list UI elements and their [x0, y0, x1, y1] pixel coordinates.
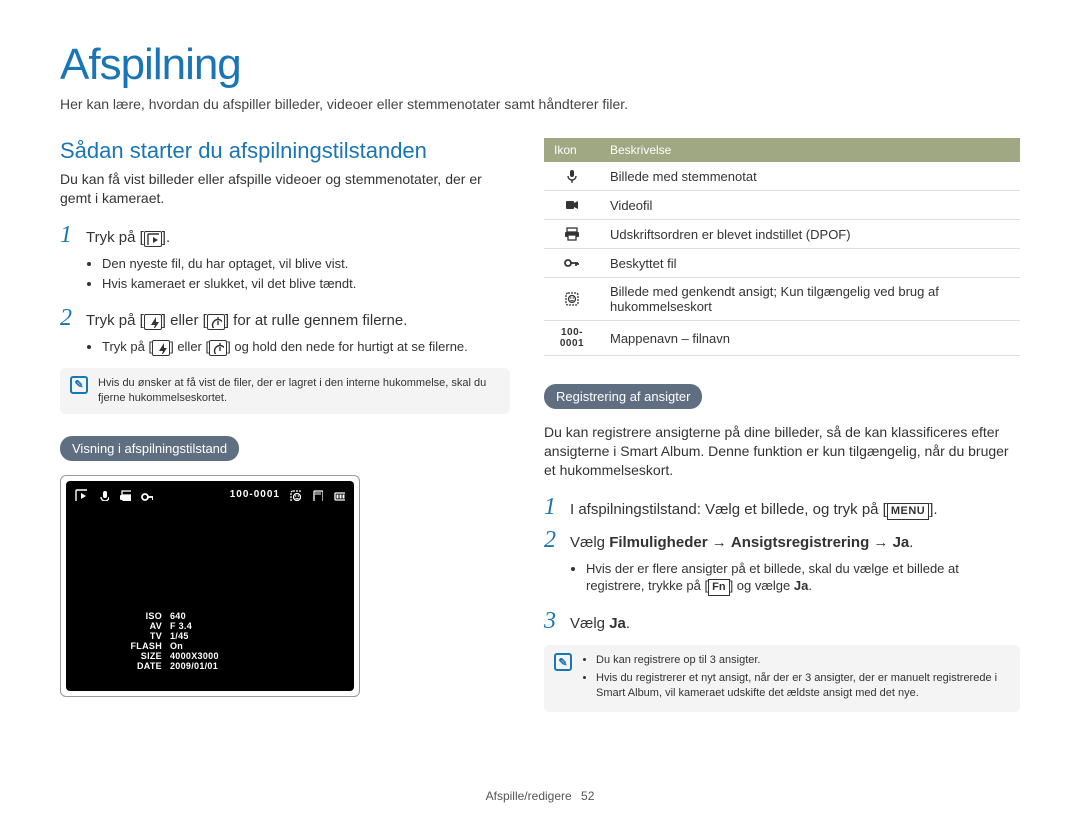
note-item: Du kan registrere op til 3 ansigter.: [596, 653, 1010, 668]
play-mode-icon: [74, 489, 88, 501]
step-text: Tryk på [].: [86, 223, 510, 248]
video-icon: [544, 191, 600, 220]
desc: Mappenavn – filnavn: [600, 321, 1020, 356]
footer-section: Afspille/redigere: [486, 789, 572, 803]
camera-lcd: 100-0001 ISO640 AVF 3.4 TV1/45 FLASHOn S…: [60, 475, 360, 697]
exif-table: ISO640 AVF 3.4 TV1/45 FLASHOn SIZE4000X3…: [126, 611, 219, 671]
section-desc: Du kan registrere ansigterne på dine bil…: [544, 423, 1020, 480]
print-icon: [544, 220, 600, 249]
play-button-icon: [144, 231, 162, 247]
col-header-desc: Beskrivelse: [600, 138, 1020, 162]
step-text: Tryk på [] eller [] for at rulle gennem …: [86, 306, 510, 331]
step-1: 1 Tryk på [].: [60, 222, 510, 249]
step-2-bullets: Tryk på [] eller [] og hold den nede for…: [88, 338, 510, 356]
step-number: 2: [60, 305, 76, 332]
menu-button-label: MENU: [887, 503, 929, 520]
note-text: Hvis du ønsker at få vist de filer, der …: [98, 376, 500, 406]
battery-icon: [332, 489, 346, 501]
table-row: Udskriftsordren er blevet indstillet (DP…: [544, 220, 1020, 249]
face-icon: [544, 278, 600, 321]
timer-button-icon: [209, 340, 227, 356]
step-2: 2 Tryk på [] eller [] for at rulle genne…: [60, 305, 510, 332]
right-step-2: 2 Vælg Filmuligheder → Ansigtsregistreri…: [544, 527, 1020, 554]
page-footer: Afspille/redigere 52: [0, 789, 1080, 803]
right-step-2-bullets: Hvis der er flere ansigter på et billede…: [572, 560, 1020, 596]
desc: Billede med stemmenotat: [600, 162, 1020, 191]
table-row: Billede med stemmenotat: [544, 162, 1020, 191]
step-number: 1: [544, 494, 560, 521]
right-step-1: 1 I afspilningstilstand: Vælg et billede…: [544, 494, 1020, 521]
step-text: Vælg Ja.: [570, 609, 1020, 634]
card-icon: [310, 489, 324, 501]
mic-icon: [544, 162, 600, 191]
note-text: Du kan registrere op til 3 ansigter. Hvi…: [582, 653, 1010, 704]
note-box: ✎ Du kan registrere op til 3 ansigter. H…: [544, 645, 1020, 712]
flash-button-icon: [152, 340, 170, 356]
section-desc: Du kan få vist billeder eller afspille v…: [60, 170, 510, 208]
section-pill: Registrering af ansigter: [544, 384, 702, 409]
key-icon: [140, 489, 154, 501]
mic-icon: [96, 489, 110, 501]
desc: Videofil: [600, 191, 1020, 220]
step-number: 1: [60, 222, 76, 249]
desc: Beskyttet fil: [600, 249, 1020, 278]
fn-button-label: Fn: [708, 579, 729, 596]
step-text: Vælg Filmuligheder → Ansigtsregistrering…: [570, 528, 1020, 553]
note-box: ✎ Hvis du ønsker at få vist de filer, de…: [60, 368, 510, 414]
icon-table: Ikon Beskrivelse Billede med stemmenotat…: [544, 138, 1020, 356]
bullet: Hvis der er flere ansigter på et billede…: [586, 560, 1020, 596]
step-number: 2: [544, 527, 560, 554]
step-1-bullets: Den nyeste fil, du har optaget, vil bliv…: [88, 255, 510, 293]
note-item: Hvis du registrerer et nyt ansigt, når d…: [596, 671, 1010, 701]
step-text: I afspilningstilstand: Vælg et billede, …: [570, 495, 1020, 520]
note-icon: ✎: [554, 653, 572, 671]
key-icon: [544, 249, 600, 278]
face-icon: [288, 489, 302, 501]
page-title: Afspilning: [60, 40, 1020, 90]
footer-page-number: 52: [581, 789, 594, 803]
folder-label: 100-0001: [230, 489, 280, 500]
table-row: Billede med genkendt ansigt; Kun tilgæng…: [544, 278, 1020, 321]
col-header-icon: Ikon: [544, 138, 600, 162]
section-pill: Visning i afspilningstilstand: [60, 436, 239, 461]
page-subtitle: Her kan lære, hvordan du afspiller bille…: [60, 96, 1020, 112]
step-number: 3: [544, 608, 560, 635]
note-icon: ✎: [70, 376, 88, 394]
table-row: Beskyttet fil: [544, 249, 1020, 278]
bullet: Tryk på [] eller [] og hold den nede for…: [102, 338, 510, 356]
section-title: Sådan starter du afspilningstilstanden: [60, 138, 510, 164]
timer-button-icon: [207, 314, 225, 330]
desc: Billede med genkendt ansigt; Kun tilgæng…: [600, 278, 1020, 321]
bullet: Den nyeste fil, du har optaget, vil bliv…: [102, 255, 510, 273]
bullet: Hvis kameraet er slukket, vil det blive …: [102, 275, 510, 293]
desc: Udskriftsordren er blevet indstillet (DP…: [600, 220, 1020, 249]
folder-label: 100-0001: [544, 321, 600, 356]
print-icon: [118, 489, 132, 501]
table-row: Videofil: [544, 191, 1020, 220]
flash-button-icon: [144, 314, 162, 330]
right-step-3: 3 Vælg Ja.: [544, 608, 1020, 635]
table-row: 100-0001 Mappenavn – filnavn: [544, 321, 1020, 356]
